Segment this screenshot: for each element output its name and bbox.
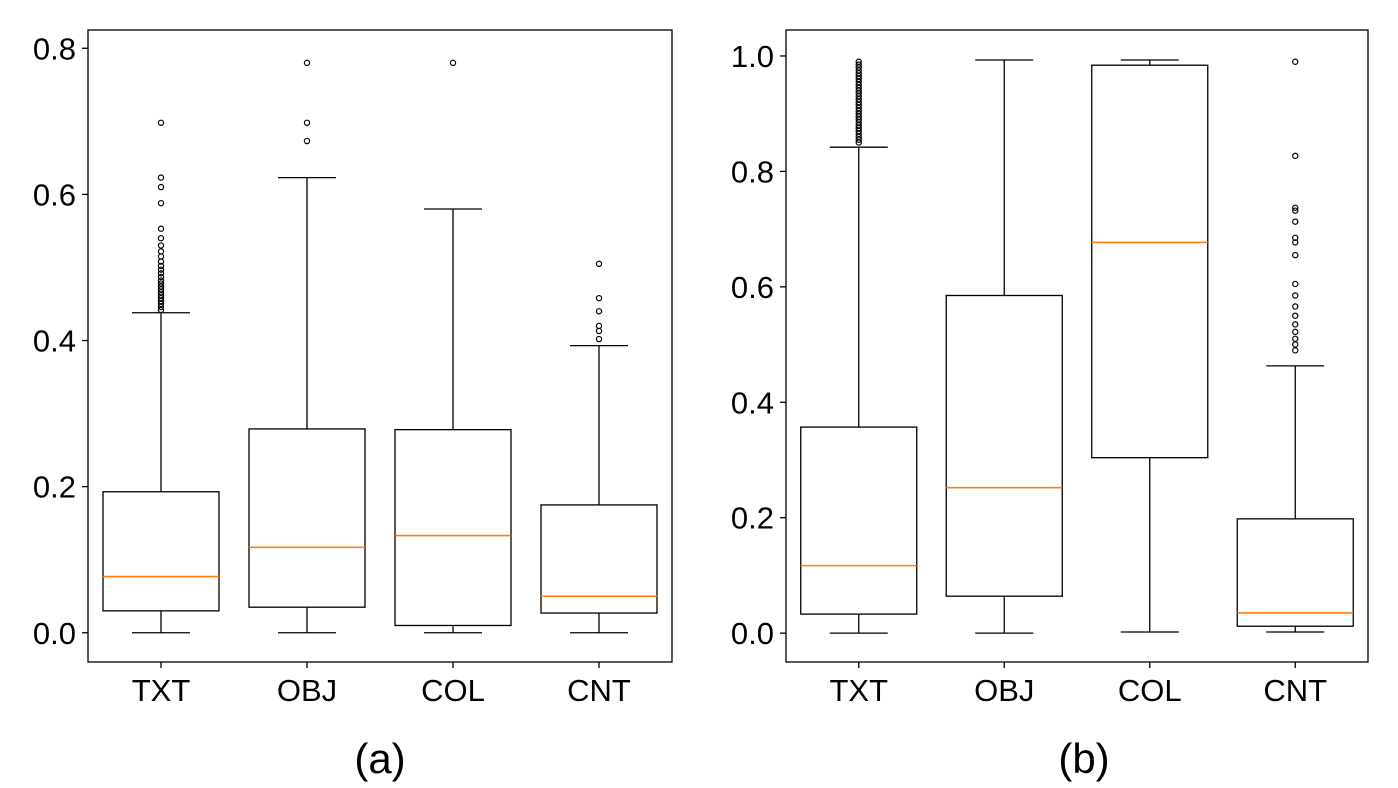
panel-b-txt-box: [800, 426, 918, 615]
panel-b-y-tick-label: 0.0: [731, 616, 774, 651]
panel-a-txt-outlier: [157, 303, 165, 311]
panel-a-y-tick-label: 0.0: [33, 616, 76, 651]
panel-a-txt-outlier: [157, 277, 165, 284]
panel-b-plot-area: [800, 58, 1354, 634]
panel-b-y-tick-label: 1.0: [731, 39, 774, 74]
panel-a-y-tick-label: 0.8: [33, 31, 76, 66]
panel-a-plot-area: [102, 59, 658, 634]
panel-a-cnt-box: [540, 504, 658, 614]
panel-b-caption: (b): [1058, 735, 1109, 782]
panel-a-txt-outlier: [157, 280, 165, 287]
panel-a-col-outlier: [449, 59, 457, 67]
panel-a-txt-boxplot: [102, 119, 220, 634]
panel-a-cnt-boxplot: [540, 260, 658, 634]
panel-a-txt-outlier: [157, 225, 165, 232]
panel-b-obj-box: [945, 294, 1063, 597]
panel-a-col-boxplot: [394, 59, 512, 634]
panel-a-y-tick-label: 0.6: [33, 177, 76, 212]
panel-a-caption: (a): [354, 735, 405, 782]
panel-b-y-axis: 0.0 0.2 0.4 0.6 0.8 1.0: [731, 39, 786, 651]
panel-b-x-axis: TXT OBJ COL CNT: [829, 662, 1327, 708]
panel-a-cnt-outlier: [595, 308, 603, 315]
panel-a-txt-outlier: [157, 258, 165, 265]
panel-a-x-tick-label-cnt: CNT: [567, 673, 631, 708]
panel-a-txt-outlier: [157, 183, 165, 191]
panel-a-txt-outlier: [157, 300, 165, 308]
panel-b-cnt-outlier: [1292, 321, 1299, 328]
panel-b-x-tick-label-col: COL: [1118, 673, 1182, 708]
panel-a-axes-frame: [87, 29, 673, 663]
panel-a-txt-box: [102, 491, 220, 612]
panel-b-cnt-outlier: [1292, 207, 1299, 214]
panel-b-cnt-outlier: [1292, 152, 1299, 160]
panel-b-axes-frame: [785, 29, 1369, 663]
panel-b-obj-boxplot: [945, 59, 1063, 634]
panel-a: 0.0 0.2 0.4 0.6 0.8 TXT OBJ COL CNT (a): [33, 29, 673, 782]
panel-b-cnt-boxplot: [1236, 58, 1354, 633]
panel-a-y-tick-label: 0.2: [33, 470, 76, 505]
panel-a-x-tick-label-obj: OBJ: [277, 673, 337, 708]
panel-b-cnt-outlier: [1292, 292, 1299, 299]
panel-b-cnt-outlier: [1292, 328, 1299, 336]
panel-a-obj-boxplot: [248, 59, 366, 634]
panel-a-x-axis: TXT OBJ COL CNT: [132, 662, 631, 708]
panel-b-x-tick-label-obj: OBJ: [974, 673, 1034, 708]
panel-a-txt-outlier: [157, 119, 165, 126]
panel-a-txt-outlier: [157, 242, 165, 249]
panel-a-txt-outlier: [157, 266, 165, 273]
panel-a-cnt-outlier: [595, 335, 603, 343]
panel-a-y-axis: 0.0 0.2 0.4 0.6 0.8: [33, 31, 88, 651]
panel-b-y-tick-label: 0.4: [731, 385, 774, 420]
panel-a-txt-outlier: [157, 273, 165, 281]
panel-b-x-tick-label-txt: TXT: [829, 673, 888, 708]
panel-b-cnt-outlier: [1292, 251, 1299, 259]
panel-a-obj-outlier: [303, 59, 311, 67]
panel-a-obj-outlier: [303, 137, 311, 145]
panel-a-x-tick-label-col: COL: [421, 673, 485, 708]
panel-b-y-tick-label: 0.2: [731, 501, 774, 536]
panel-a-txt-outlier: [157, 283, 165, 290]
panel-b-y-tick-label: 0.8: [731, 154, 774, 189]
panel-b-txt-outlier: [855, 136, 862, 143]
panel-a-x-tick-label-txt: TXT: [132, 673, 191, 708]
panel-a-txt-outlier: [157, 270, 165, 277]
panel-a-obj-outlier: [303, 119, 311, 126]
panel-b-cnt-outlier: [1292, 218, 1299, 225]
panel-a-obj-box: [248, 428, 366, 608]
panel-a-cnt-outlier: [595, 260, 603, 268]
panel-b-cnt-outlier: [1292, 312, 1299, 319]
panel-b-cnt-box: [1236, 518, 1354, 627]
panel-b-col-box: [1091, 64, 1209, 459]
panel-a-y-tick-label: 0.4: [33, 324, 76, 359]
panel-b-txt-boxplot: [800, 58, 918, 634]
panel-a-cnt-outlier: [595, 327, 603, 335]
panel-a-txt-outlier: [157, 289, 165, 296]
panel-a-txt-outlier: [157, 235, 165, 242]
panel-a-txt-outlier: [157, 306, 165, 314]
panel-a-txt-outlier: [157, 297, 165, 305]
panel-a-txt-outlier: [157, 286, 165, 293]
panel-a-txt-outlier: [157, 292, 165, 299]
panel-b-x-tick-label-cnt: CNT: [1263, 673, 1327, 708]
panel-a-txt-outlier: [157, 294, 165, 302]
panel-b-txt-outlier: [855, 139, 862, 146]
panel-b-cnt-outlier: [1292, 58, 1299, 65]
panel-b-cnt-outlier: [1292, 303, 1299, 310]
panel-a-txt-outlier: [157, 199, 165, 207]
panel-b-cnt-outlier: [1292, 204, 1299, 211]
panel-b-cnt-outlier: [1292, 347, 1299, 354]
panel-b: 0.0 0.2 0.4 0.6 0.8 1.0 TXT OBJ COL CNT (b): [731, 29, 1369, 782]
panel-b-col-boxplot: [1091, 59, 1209, 633]
panel-a-cnt-outlier: [595, 294, 603, 302]
panel-a-col-box: [394, 429, 512, 627]
panel-b-cnt-outlier: [1292, 280, 1299, 288]
panel-b-cnt-outlier: [1292, 239, 1299, 246]
panel-b-y-tick-label: 0.6: [731, 270, 774, 305]
panel-a-txt-outlier: [157, 262, 165, 270]
panel-a-txt-outlier: [157, 174, 165, 181]
